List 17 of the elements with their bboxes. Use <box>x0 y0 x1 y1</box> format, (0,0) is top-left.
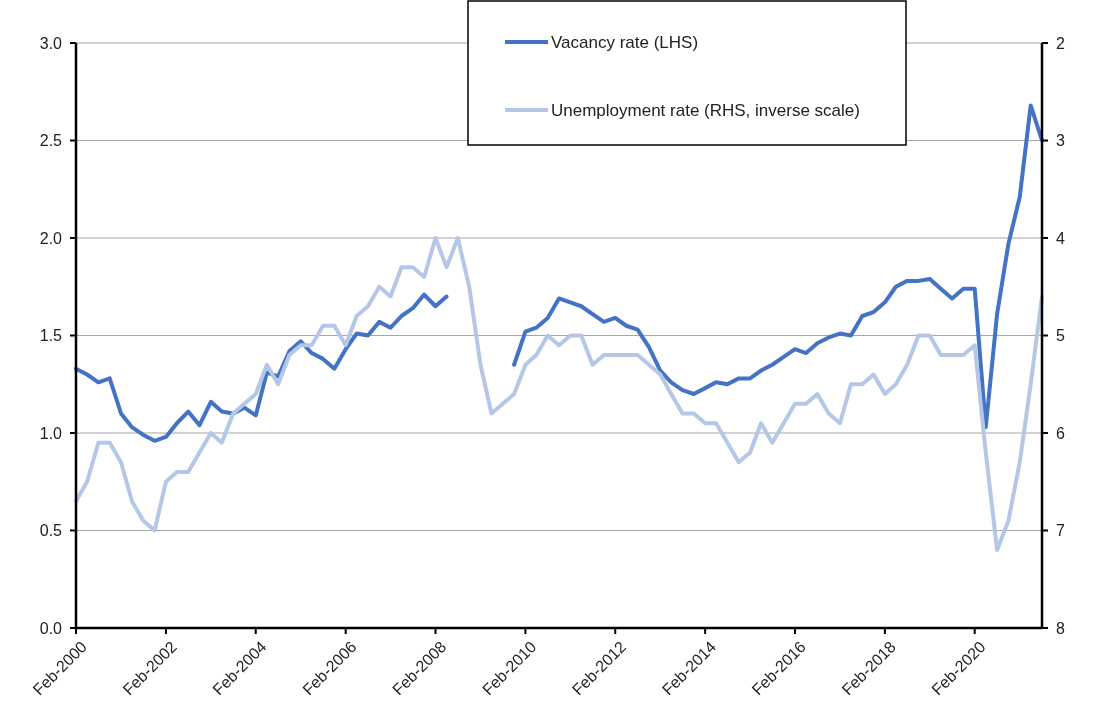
y-tick-label: 0.0 <box>39 619 63 637</box>
y2-tick-label: 6 <box>1056 424 1065 442</box>
y-tick-label: 3.0 <box>39 34 63 52</box>
line-series <box>74 236 1044 552</box>
y2-tick-label: 8 <box>1056 619 1065 637</box>
y2-tick-label: 4 <box>1056 229 1065 247</box>
y-tick-label: 0.5 <box>39 522 63 540</box>
y2-tick-label: 2 <box>1056 34 1065 52</box>
y-tick-label: 1.5 <box>39 327 63 345</box>
y2-tick-label: 3 <box>1056 132 1065 150</box>
y-tick-label: 1.0 <box>39 424 63 442</box>
y2-tick-label: 7 <box>1056 522 1065 540</box>
y-tick-label: 2.0 <box>39 229 63 247</box>
legend-label: Vacancy rate (LHS) <box>551 32 699 52</box>
legend-label: Unemployment rate (RHS, inverse scale) <box>551 100 860 120</box>
y2-tick-label: 5 <box>1056 327 1065 345</box>
y-tick-label: 2.5 <box>39 132 63 150</box>
